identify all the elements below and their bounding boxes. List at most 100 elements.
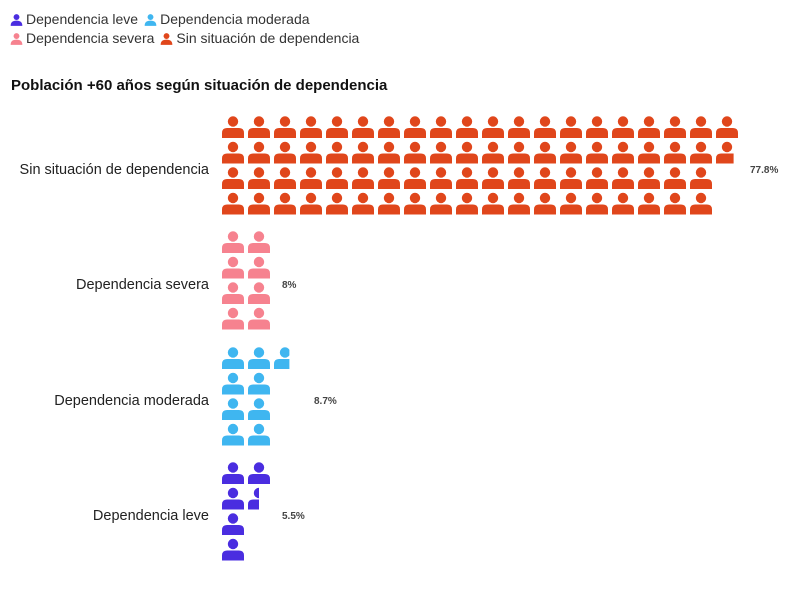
person-icon <box>560 116 582 138</box>
person-icon <box>248 424 270 446</box>
person-icon <box>690 167 712 189</box>
person-icon <box>534 142 556 164</box>
person-icon <box>378 167 400 189</box>
person-icon <box>508 167 530 189</box>
person-icon <box>378 193 400 215</box>
person-icon <box>222 488 244 510</box>
person-icon <box>586 116 608 138</box>
person-icon <box>248 347 270 369</box>
person-icon <box>612 142 634 164</box>
person-icon <box>274 193 296 215</box>
person-icon <box>430 116 452 138</box>
person-icon <box>274 116 296 138</box>
person-icon <box>456 167 478 189</box>
person-icon <box>456 193 478 215</box>
person-icon <box>300 142 322 164</box>
person-icon <box>404 142 426 164</box>
person-icon <box>222 257 244 279</box>
person-icon <box>326 193 348 215</box>
person-icon <box>222 116 244 138</box>
person-icon <box>612 193 634 215</box>
person-icon <box>690 142 712 164</box>
person-icon <box>274 167 296 189</box>
person-icon <box>222 193 244 215</box>
person-icon <box>716 116 738 138</box>
person-icon <box>482 167 504 189</box>
person-icon <box>586 193 608 215</box>
person-icon <box>248 167 270 189</box>
person-icon <box>222 308 244 330</box>
person-icon <box>404 116 426 138</box>
person-icon <box>248 282 270 304</box>
person-icon <box>222 424 244 446</box>
value-label: 77.8% <box>750 165 778 176</box>
person-icon <box>534 116 556 138</box>
person-icon <box>430 142 452 164</box>
person-icon <box>664 116 686 138</box>
person-icon <box>404 167 426 189</box>
person-icon <box>664 167 686 189</box>
person-icon <box>222 142 244 164</box>
person-icon <box>430 167 452 189</box>
person-icon <box>274 347 296 369</box>
category-label: Dependencia severa <box>76 277 210 293</box>
person-icon <box>586 142 608 164</box>
person-icon <box>222 282 244 304</box>
person-icon <box>456 116 478 138</box>
person-icon <box>638 142 660 164</box>
person-icon <box>612 167 634 189</box>
person-icon <box>222 347 244 369</box>
person-icon <box>482 142 504 164</box>
person-icon <box>482 193 504 215</box>
person-icon <box>326 142 348 164</box>
person-icon <box>222 231 244 253</box>
person-icon <box>664 142 686 164</box>
value-label: 8% <box>282 280 297 291</box>
person-icon <box>456 142 478 164</box>
category-label: Dependencia leve <box>93 508 209 524</box>
person-icon <box>534 193 556 215</box>
category-label: Dependencia moderada <box>54 393 210 409</box>
person-icon <box>508 142 530 164</box>
person-icon <box>248 116 270 138</box>
person-icon <box>300 193 322 215</box>
person-icon <box>248 231 270 253</box>
person-icon <box>248 373 270 395</box>
person-icon <box>690 193 712 215</box>
person-icon <box>352 167 374 189</box>
person-icon <box>248 488 270 510</box>
person-icon <box>638 167 660 189</box>
person-icon <box>482 116 504 138</box>
person-icon <box>248 193 270 215</box>
person-icon <box>612 116 634 138</box>
person-icon <box>378 142 400 164</box>
person-icon <box>248 462 270 484</box>
person-icon <box>534 167 556 189</box>
person-icon <box>352 193 374 215</box>
person-icon <box>222 373 244 395</box>
category-label: Sin situación de dependencia <box>20 162 210 178</box>
person-icon <box>560 142 582 164</box>
person-icon <box>222 462 244 484</box>
person-icon <box>248 398 270 420</box>
person-icon <box>586 167 608 189</box>
person-icon <box>326 167 348 189</box>
person-icon <box>222 513 244 535</box>
person-icon <box>326 116 348 138</box>
person-icon <box>690 116 712 138</box>
person-icon <box>352 116 374 138</box>
person-icon <box>222 398 244 420</box>
person-icon <box>560 167 582 189</box>
person-icon <box>638 193 660 215</box>
person-icon <box>300 167 322 189</box>
person-icon <box>248 308 270 330</box>
person-icon <box>248 142 270 164</box>
person-icon <box>560 193 582 215</box>
person-icon <box>248 257 270 279</box>
person-icon <box>404 193 426 215</box>
person-icon <box>508 193 530 215</box>
person-icon <box>222 539 244 561</box>
value-label: 8.7% <box>314 396 337 407</box>
person-icon <box>508 116 530 138</box>
